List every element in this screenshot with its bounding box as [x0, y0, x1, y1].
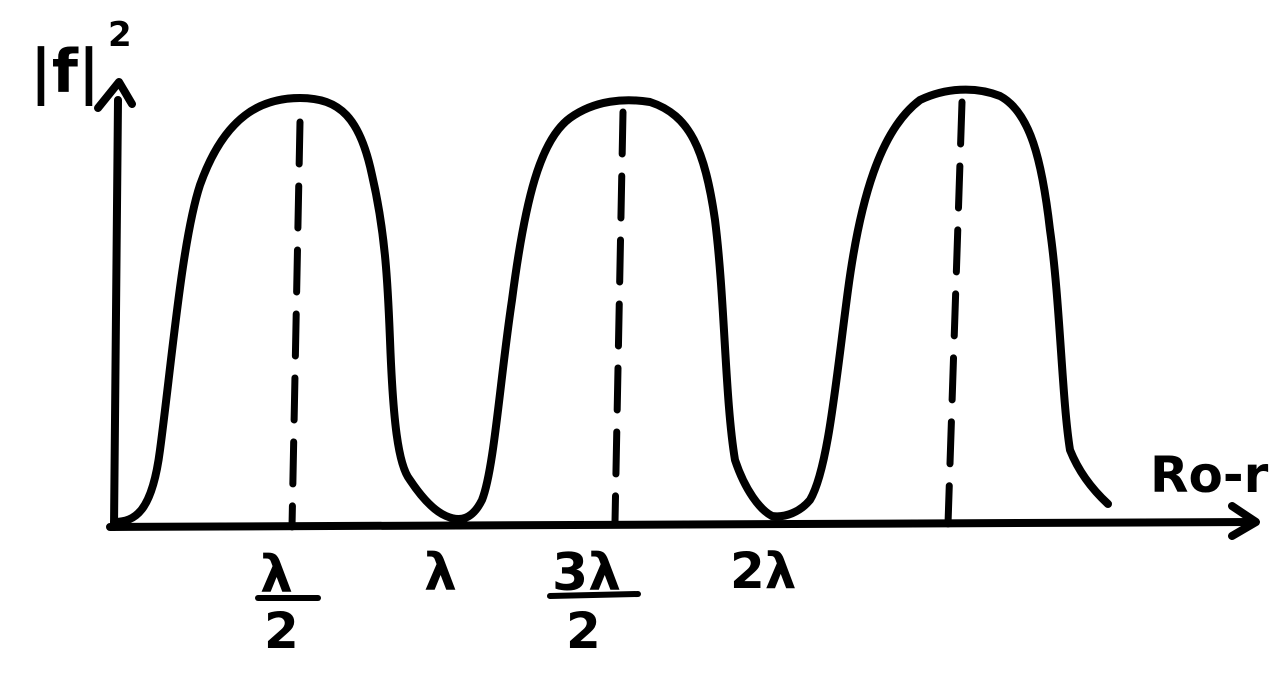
peak-dashed-line-1 [288, 118, 304, 531]
tick-label-three-half-fraction-bar [547, 591, 641, 599]
peak-dashed-line-2 [611, 108, 627, 526]
tick-label-half-denominator: 2 [264, 602, 299, 660]
tick-label-three-half-denominator: 2 [566, 602, 601, 660]
x-axis-label: Ro-r [1150, 446, 1269, 504]
y-axis-label-exponent: 2 [108, 15, 132, 55]
x-axis-arrowhead [1228, 502, 1260, 540]
tick-label-one: λ [424, 543, 457, 603]
y-axis-line [110, 96, 122, 531]
tick-label-two: 2λ [730, 542, 796, 600]
y-axis-arrowhead [94, 78, 136, 112]
intensity-curve [110, 85, 1112, 526]
peak-dashed-line-3 [944, 98, 966, 528]
y-axis-label: |f| [30, 37, 100, 107]
x-axis-line [106, 518, 1256, 531]
